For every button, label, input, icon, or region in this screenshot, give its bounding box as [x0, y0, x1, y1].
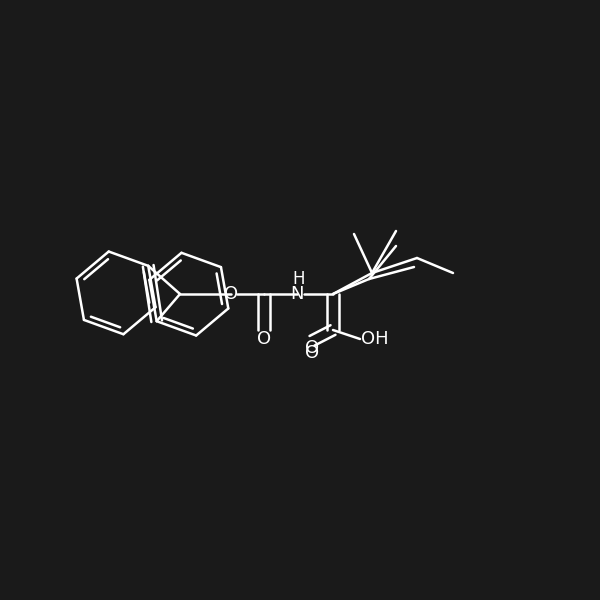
Text: OH: OH	[361, 330, 389, 348]
Text: N: N	[290, 285, 304, 303]
Text: O: O	[305, 344, 319, 362]
Text: O: O	[224, 285, 238, 303]
Text: H: H	[292, 270, 304, 288]
Text: O: O	[305, 339, 319, 357]
Text: O: O	[257, 330, 271, 348]
